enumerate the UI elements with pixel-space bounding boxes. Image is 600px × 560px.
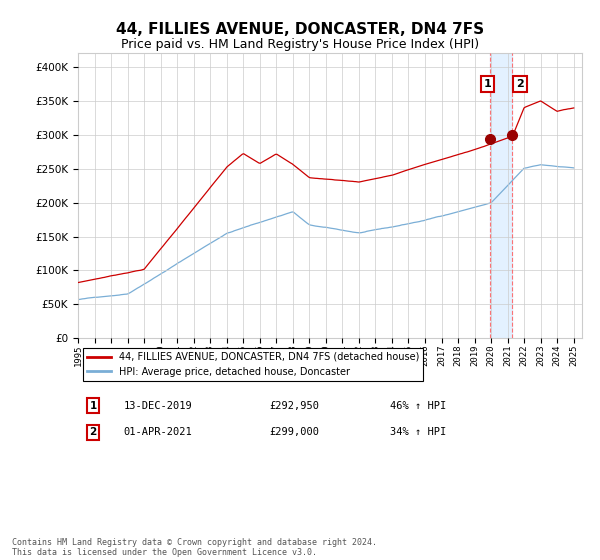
Text: 46% ↑ HPI: 46% ↑ HPI	[391, 400, 447, 410]
Text: 13-DEC-2019: 13-DEC-2019	[124, 400, 192, 410]
Text: 2: 2	[89, 427, 97, 437]
Text: 44, FILLIES AVENUE, DONCASTER, DN4 7FS: 44, FILLIES AVENUE, DONCASTER, DN4 7FS	[116, 22, 484, 38]
Text: £292,950: £292,950	[269, 400, 320, 410]
Text: Contains HM Land Registry data © Crown copyright and database right 2024.
This d: Contains HM Land Registry data © Crown c…	[12, 538, 377, 557]
Text: 2: 2	[516, 79, 524, 88]
Text: 01-APR-2021: 01-APR-2021	[124, 427, 192, 437]
Text: £299,000: £299,000	[269, 427, 320, 437]
Text: 34% ↑ HPI: 34% ↑ HPI	[391, 427, 447, 437]
Text: 1: 1	[89, 400, 97, 410]
Text: 1: 1	[484, 79, 491, 88]
Legend: 44, FILLIES AVENUE, DONCASTER, DN4 7FS (detached house), HPI: Average price, det: 44, FILLIES AVENUE, DONCASTER, DN4 7FS (…	[83, 348, 423, 381]
Bar	[490, 53, 512, 338]
Text: Price paid vs. HM Land Registry's House Price Index (HPI): Price paid vs. HM Land Registry's House …	[121, 38, 479, 51]
